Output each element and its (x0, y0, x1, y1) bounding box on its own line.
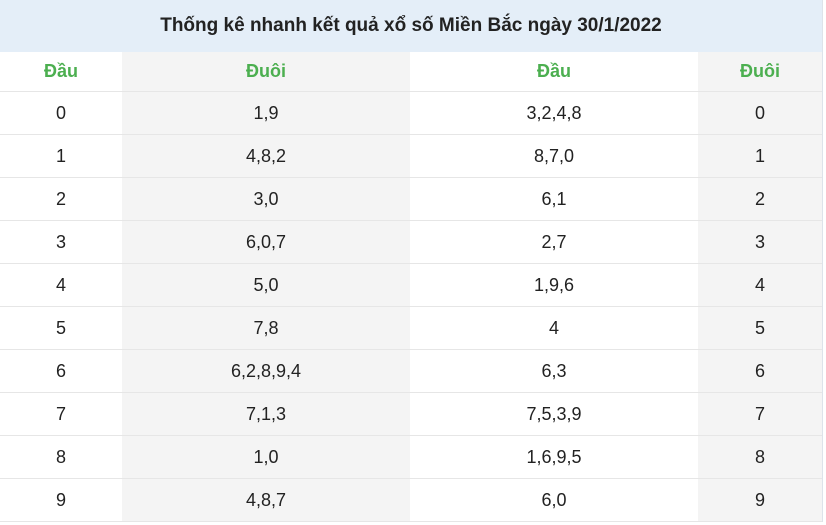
table-body: Đầu Đuôi Đầu Đuôi 0 1,9 3,2,4,8 0 1 4,8,2 8,7,0 1 2 3… (0, 52, 822, 522)
table-cell: 9 (698, 479, 822, 521)
table-cell: 3 (698, 221, 822, 263)
table-cell: 7 (698, 393, 822, 435)
column-header: Đuôi (698, 52, 822, 91)
table-cell: 2 (698, 178, 822, 220)
table-row: 0 1,9 3,2,4,8 0 (0, 92, 822, 135)
table-row: 3 6,0,7 2,7 3 (0, 221, 822, 264)
table-cell: 6,1 (541, 188, 567, 209)
column-header: Đầu (536, 61, 571, 81)
table-row: 5 7,8 4 5 (0, 307, 822, 350)
table-cell: 3 (55, 231, 66, 252)
table-cell: 7,1,3 (122, 393, 410, 435)
table-row: 7 7,1,3 7,5,3,9 7 (0, 393, 822, 436)
table-row: 8 1,0 1,6,9,5 8 (0, 436, 822, 479)
table-cell: 1,9,6 (533, 274, 575, 295)
table-cell: 5 (55, 317, 66, 338)
table-cell: 6,0,7 (122, 221, 410, 263)
table-cell: 0 (698, 92, 822, 134)
table-cell: 7,5,3,9 (526, 403, 582, 424)
column-header: Đầu (43, 61, 78, 81)
table-cell: 6,2,8,9,4 (122, 350, 410, 392)
table-cell: 0 (55, 102, 66, 123)
table-cell: 5,0 (122, 264, 410, 306)
table-cell: 7 (55, 403, 66, 424)
table-cell: 4 (55, 274, 66, 295)
table-cell: 6,3 (541, 360, 567, 381)
table-cell: 8,7,0 (533, 145, 575, 166)
table-cell: 1 (698, 135, 822, 177)
table-cell: 6,0 (541, 489, 567, 510)
table-cell: 1,9 (122, 92, 410, 134)
table-cell: 6 (698, 350, 822, 392)
column-header: Đuôi (122, 52, 410, 91)
table-cell: 4,8,7 (122, 479, 410, 521)
table-cell: 4 (698, 264, 822, 306)
table-cell: 8 (55, 446, 66, 467)
table-row: 2 3,0 6,1 2 (0, 178, 822, 221)
header-row: Đầu Đuôi Đầu Đuôi (0, 52, 822, 92)
table-cell: 1,0 (122, 436, 410, 478)
table-cell: 3,0 (122, 178, 410, 220)
table-row: 9 4,8,7 6,0 9 (0, 479, 822, 522)
table-cell: 9 (55, 489, 66, 510)
table-cell: 7,8 (122, 307, 410, 349)
table-row: 1 4,8,2 8,7,0 1 (0, 135, 822, 178)
table-cell: 4,8,2 (122, 135, 410, 177)
table-cell: 8 (698, 436, 822, 478)
table-cell: 5 (698, 307, 822, 349)
table-cell: 3,2,4,8 (526, 102, 582, 123)
table-row: 4 5,0 1,9,6 4 (0, 264, 822, 307)
table-cell: 1,6,9,5 (526, 446, 582, 467)
table-title: Thống kê nhanh kết quả xổ số Miền Bắc ng… (0, 0, 822, 52)
table-row: 6 6,2,8,9,4 6,3 6 (0, 350, 822, 393)
table-cell: 2,7 (541, 231, 567, 252)
table-cell: 6 (55, 360, 66, 381)
table-cell: 4 (548, 317, 559, 338)
table-cell: 2 (55, 188, 66, 209)
table-cell: 1 (55, 145, 66, 166)
